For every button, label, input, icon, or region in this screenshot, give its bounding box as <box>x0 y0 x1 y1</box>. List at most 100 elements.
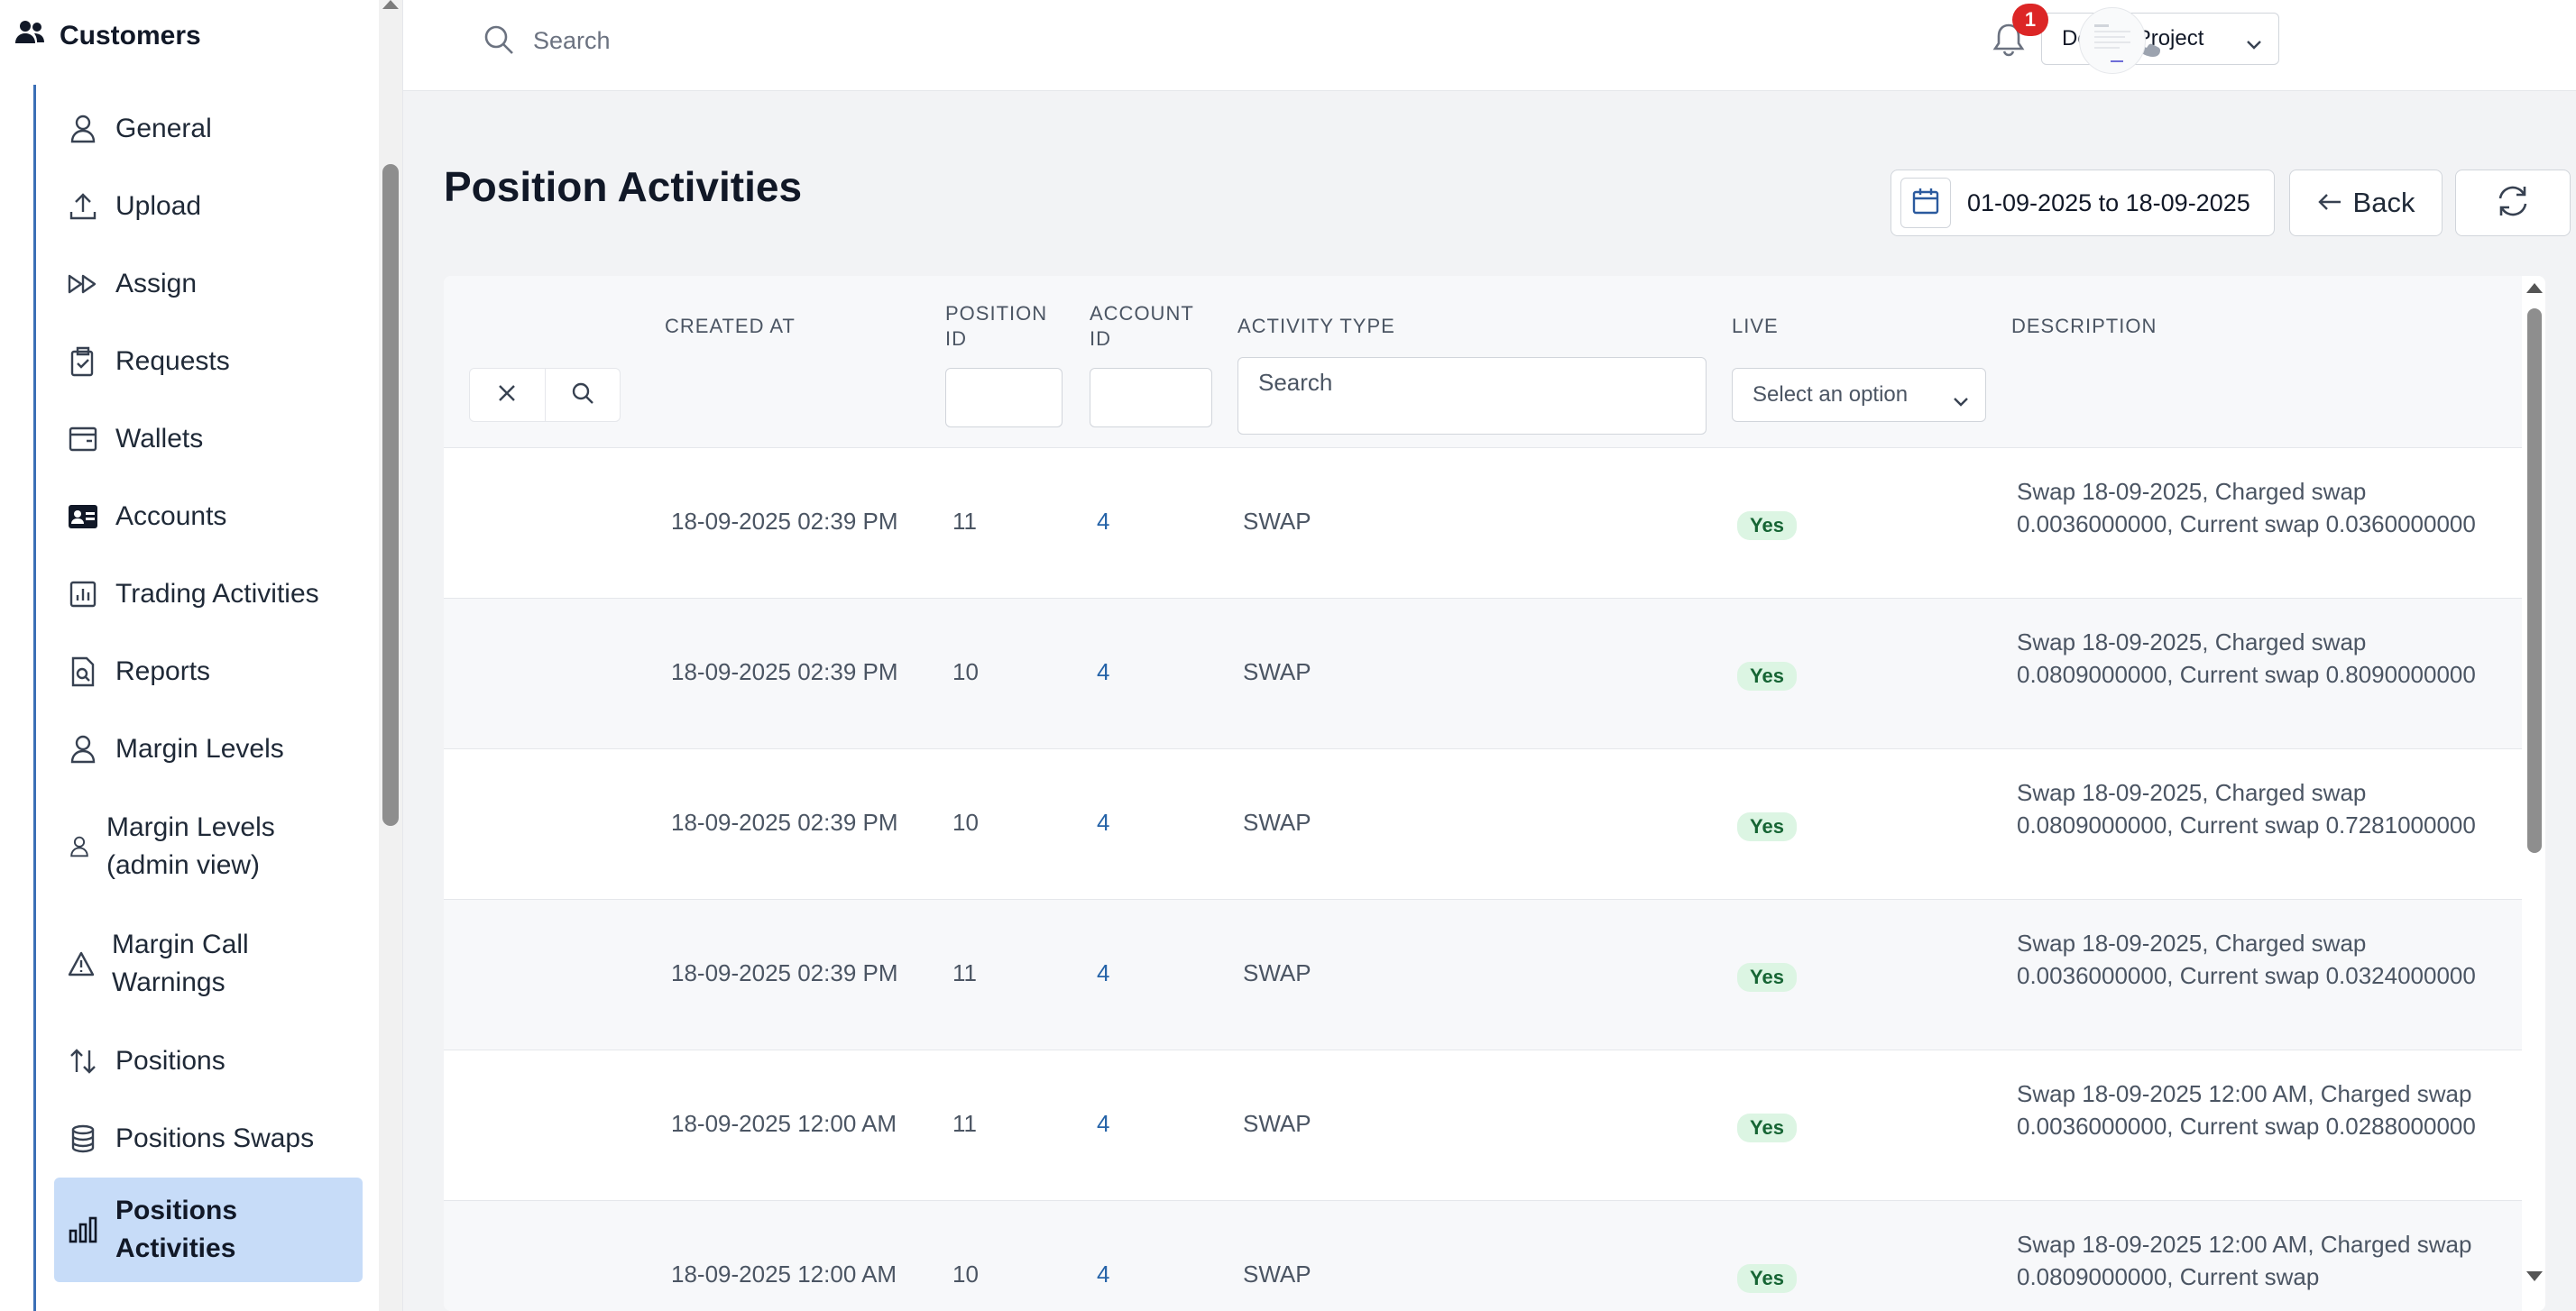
top-bar: Default Project 1 <box>403 0 2576 91</box>
position-id-filter[interactable] <box>945 368 1063 427</box>
live-status-badge: Yes <box>1737 963 1797 992</box>
table-scroll-up-arrow[interactable] <box>2526 283 2543 293</box>
arrows-up-down-icon <box>67 1045 99 1077</box>
sidebar-item-label: Requests <box>115 346 230 376</box>
cell-activity-type: SWAP <box>1243 508 1311 535</box>
sidebar-item-label: Trading Activities <box>115 579 319 609</box>
sidebar-section-title: Customers <box>60 21 201 50</box>
search-icon <box>483 23 515 60</box>
sidebar-item-accounts[interactable]: Accounts <box>54 478 363 555</box>
table-scroll-down-arrow[interactable] <box>2526 1271 2543 1281</box>
sidebar-item-general[interactable]: General <box>54 90 363 168</box>
back-button[interactable]: Back <box>2289 170 2443 236</box>
sidebar-section-header[interactable]: Customers <box>14 16 201 56</box>
cell-description: Swap 18-09-2025 12:00 AM, Charged swap 0… <box>2017 1231 2472 1290</box>
sidebar-item-label: Margin Levels (admin view) <box>106 812 275 880</box>
activity-type-filter[interactable] <box>1237 357 1707 435</box>
table-row[interactable]: 18-09-2025 02:39 PM 11 4 SWAP Yes Swap 1… <box>444 448 2522 599</box>
column-header-activity-type: ACTIVITY TYPE <box>1237 315 1395 337</box>
sidebar-item-positions-activities[interactable]: Positions Activities <box>54 1178 363 1282</box>
cell-account-id-link[interactable]: 4 <box>1097 658 1110 685</box>
cell-created-at: 18-09-2025 02:39 PM <box>671 809 898 836</box>
column-header-label: ACCOUNT <box>1090 302 1194 325</box>
cell-account-id-link[interactable]: 4 <box>1097 508 1110 535</box>
live-filter-select[interactable]: Select an option <box>1732 368 1986 422</box>
cell-account-id-link[interactable]: 4 <box>1097 959 1110 986</box>
live-filter-placeholder: Select an option <box>1753 382 1909 407</box>
refresh-button[interactable] <box>2455 170 2571 236</box>
sidebar-item-reports[interactable]: Reports <box>54 633 363 711</box>
sidebar-item-label: Positions <box>115 1046 225 1076</box>
report-icon <box>67 656 99 688</box>
sidebar-scrollbar-thumb[interactable] <box>382 164 399 826</box>
sidebar-item-positions-swaps[interactable]: Positions Swaps <box>54 1100 363 1178</box>
global-search-input[interactable] <box>531 22 986 60</box>
clear-filters-button[interactable] <box>470 369 546 421</box>
date-range-value: 01-09-2025 to 18-09-2025 <box>1967 188 2250 216</box>
sidebar-item-label: Positions Activities <box>115 1196 238 1263</box>
cell-created-at: 18-09-2025 02:39 PM <box>671 658 898 685</box>
fast-forward-icon <box>67 268 99 300</box>
account-id-filter[interactable] <box>1090 368 1212 427</box>
sidebar-item-label: Assign <box>115 269 198 298</box>
calendar-icon <box>1911 187 1940 220</box>
table-scrollbar-thumb[interactable] <box>2527 308 2542 853</box>
sidebar-item-positions[interactable]: Positions <box>54 1022 363 1100</box>
table-row[interactable]: 18-09-2025 02:39 PM 10 4 SWAP Yes Swap 1… <box>444 749 2522 900</box>
sidebar-nav: General Upload Assign Requests Wallets A… <box>54 90 363 1282</box>
column-header-label: POSITION <box>945 302 1048 325</box>
sidebar-item-requests[interactable]: Requests <box>54 323 363 400</box>
sidebar-item-wallets[interactable]: Wallets <box>54 400 363 478</box>
cell-created-at: 18-09-2025 12:00 AM <box>671 1261 897 1288</box>
cell-activity-type: SWAP <box>1243 1110 1311 1137</box>
table-header: CREATED AT POSITION ID ACCOUNT ID ACTIVI… <box>444 276 2522 448</box>
sidebar-item-label: Margin Levels <box>115 734 284 764</box>
cell-description: Swap 18-09-2025, Charged swap 0.00360000… <box>2017 478 2476 537</box>
date-range-picker[interactable]: 01-09-2025 to 18-09-2025 <box>1891 170 2275 236</box>
close-icon <box>497 383 517 408</box>
notification-badge: 1 <box>2012 4 2048 36</box>
cell-position-id: 11 <box>952 508 977 535</box>
cell-activity-type: SWAP <box>1243 959 1311 986</box>
cell-created-at: 18-09-2025 12:00 AM <box>671 1110 897 1137</box>
column-header-live: LIVE <box>1732 315 1779 337</box>
column-header-label: ID <box>945 327 967 350</box>
sidebar-item-assign[interactable]: Assign <box>54 245 363 323</box>
cell-position-id: 11 <box>952 959 977 986</box>
clipboard-icon <box>67 345 99 378</box>
sidebar-scroll-up-arrow[interactable] <box>382 0 399 9</box>
sidebar-item-label: Upload <box>115 191 202 221</box>
cell-created-at: 18-09-2025 02:39 PM <box>671 959 898 986</box>
cell-account-id-link[interactable]: 4 <box>1097 1261 1110 1288</box>
avatar[interactable] <box>2079 7 2146 74</box>
apply-filters-button[interactable] <box>546 369 621 421</box>
table-row[interactable]: 18-09-2025 02:39 PM 11 4 SWAP Yes Swap 1… <box>444 900 2522 1050</box>
calendar-button[interactable] <box>1900 178 1951 228</box>
cell-activity-type: SWAP <box>1243 809 1311 836</box>
cell-description: Swap 18-09-2025 12:00 AM, Charged swap 0… <box>2017 1080 2476 1140</box>
cell-account-id-link[interactable]: 4 <box>1097 809 1110 836</box>
sidebar-item-label: General <box>115 114 212 143</box>
upload-icon <box>67 190 99 223</box>
column-header-created-at: CREATED AT <box>665 315 796 337</box>
sidebar-item-upload[interactable]: Upload <box>54 168 363 245</box>
table-row[interactable]: 18-09-2025 12:00 AM 11 4 SWAP Yes Swap 1… <box>444 1050 2522 1201</box>
column-header-account-id: ACCOUNT ID <box>1090 301 1194 352</box>
cell-position-id: 11 <box>952 1110 977 1137</box>
table-row[interactable]: 18-09-2025 12:00 AM 10 4 SWAP Yes Swap 1… <box>444 1201 2522 1311</box>
live-status-badge: Yes <box>1737 1264 1797 1293</box>
cell-account-id-link[interactable]: 4 <box>1097 1110 1110 1137</box>
sidebar-item-margin-call-warnings[interactable]: Margin Call Warnings <box>54 905 363 1022</box>
arrow-left-icon <box>2317 187 2342 219</box>
sidebar-item-margin-levels-admin[interactable]: Margin Levels (admin view) <box>54 788 363 905</box>
live-status-badge: Yes <box>1737 812 1797 841</box>
sidebar-item-label: Reports <box>115 656 211 686</box>
bar-chart-icon <box>67 1214 99 1246</box>
cell-activity-type: SWAP <box>1243 658 1311 685</box>
cell-description: Swap 18-09-2025, Charged swap 0.00360000… <box>2017 930 2476 989</box>
wallet-icon <box>67 423 99 455</box>
sidebar-item-label: Positions Swaps <box>115 1123 315 1153</box>
sidebar-item-trading-activities[interactable]: Trading Activities <box>54 555 363 633</box>
table-row[interactable]: 18-09-2025 02:39 PM 10 4 SWAP Yes Swap 1… <box>444 599 2522 749</box>
sidebar-item-margin-levels[interactable]: Margin Levels <box>54 711 363 788</box>
